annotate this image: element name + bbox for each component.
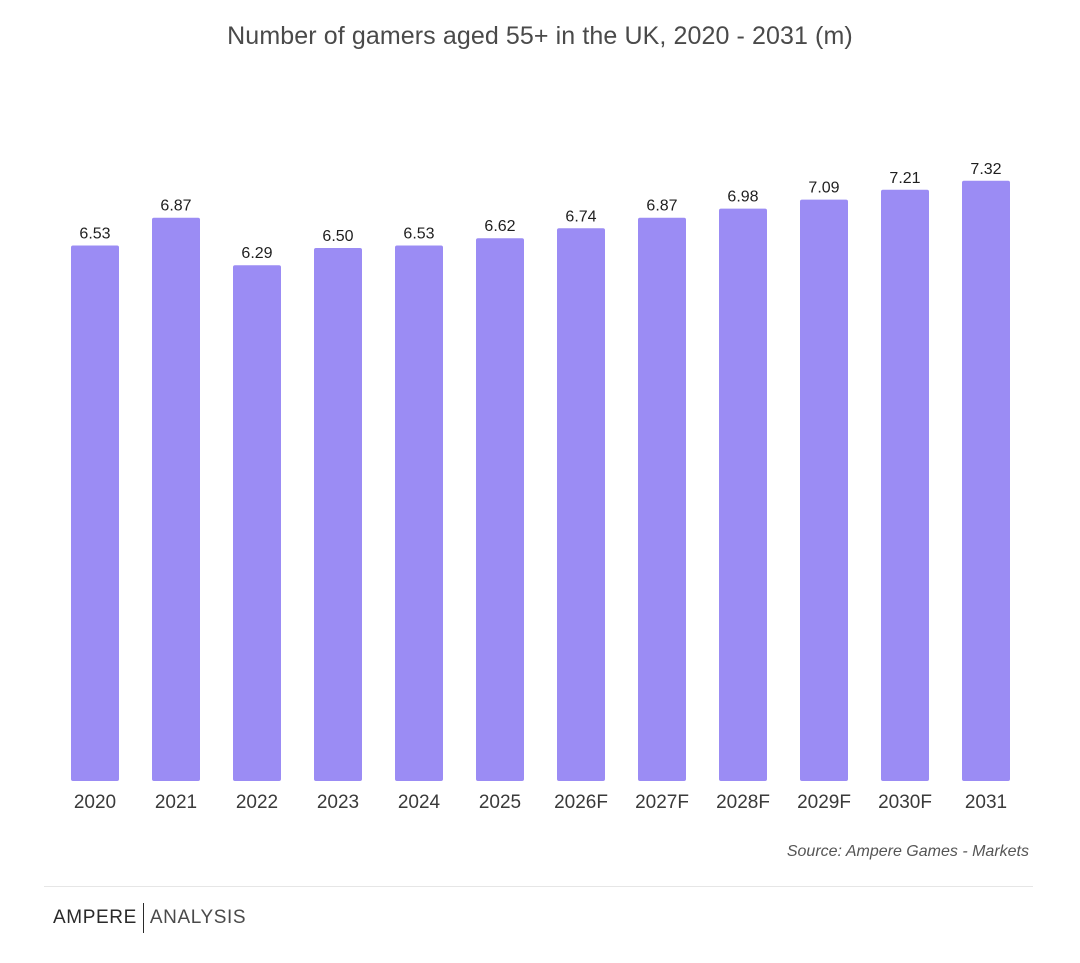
value-label-2029F: 7.09 xyxy=(808,180,839,197)
category-label-2028F: 2028F xyxy=(716,792,770,813)
value-label-2031: 7.32 xyxy=(970,161,1001,178)
bar-2022 xyxy=(233,265,281,781)
bar-2028F xyxy=(719,208,767,782)
category-label-2023: 2023 xyxy=(317,792,359,813)
category-label-2021: 2021 xyxy=(155,792,197,813)
brand-name-first: AMPERE xyxy=(53,907,137,928)
category-label-2031: 2031 xyxy=(965,792,1007,813)
brand-logo: AMPERE ANALYSIS xyxy=(53,903,247,933)
source-note: Source: Ampere Games - Markets xyxy=(786,843,1029,860)
bar-2029F xyxy=(800,199,848,782)
bar-2025 xyxy=(476,238,524,781)
value-label-2022: 6.29 xyxy=(241,245,272,262)
category-labels-group: 2020 2021 2022 2023 2024 2025 2026F 2027F 2028F 2… xyxy=(74,792,1007,813)
chart-title: Number of gamers aged 55+ in the UK, 202… xyxy=(227,22,853,50)
category-label-2025: 2025 xyxy=(479,792,521,813)
value-label-2026F: 6.74 xyxy=(565,208,596,225)
bar-2023 xyxy=(314,248,362,781)
value-label-2020: 6.53 xyxy=(79,226,110,243)
bar-2024 xyxy=(395,245,443,781)
bar-2026F xyxy=(557,228,605,782)
value-labels-group: 6.53 6.87 6.29 6.50 6.53 6.62 6.74 6.87 6.98 7.09… xyxy=(79,161,1001,262)
value-label-2021: 6.87 xyxy=(160,198,191,215)
bar-2027F xyxy=(638,217,686,781)
bar-2021 xyxy=(152,217,200,781)
brand-divider xyxy=(142,903,144,933)
value-label-2030F: 7.21 xyxy=(889,170,920,187)
category-label-2027F: 2027F xyxy=(635,792,689,813)
value-label-2028F: 6.98 xyxy=(727,189,758,206)
value-label-2025: 6.62 xyxy=(484,218,515,235)
category-label-2030F: 2030F xyxy=(878,792,932,813)
category-label-2026F: 2026F xyxy=(554,792,608,813)
value-label-2027F: 6.87 xyxy=(646,198,677,215)
value-label-2023: 6.50 xyxy=(322,228,353,245)
bars-group xyxy=(71,180,1010,782)
category-label-2022: 2022 xyxy=(236,792,278,813)
category-label-2024: 2024 xyxy=(398,792,441,813)
category-label-2020: 2020 xyxy=(74,792,116,813)
bar-2020 xyxy=(71,245,119,781)
category-label-2029F: 2029F xyxy=(797,792,851,813)
value-label-2024: 6.53 xyxy=(403,226,434,243)
bar-2030F xyxy=(881,189,929,782)
footer-divider xyxy=(44,886,1033,887)
bar-2031 xyxy=(962,180,1010,782)
brand-name-second: ANALYSIS xyxy=(149,907,247,928)
